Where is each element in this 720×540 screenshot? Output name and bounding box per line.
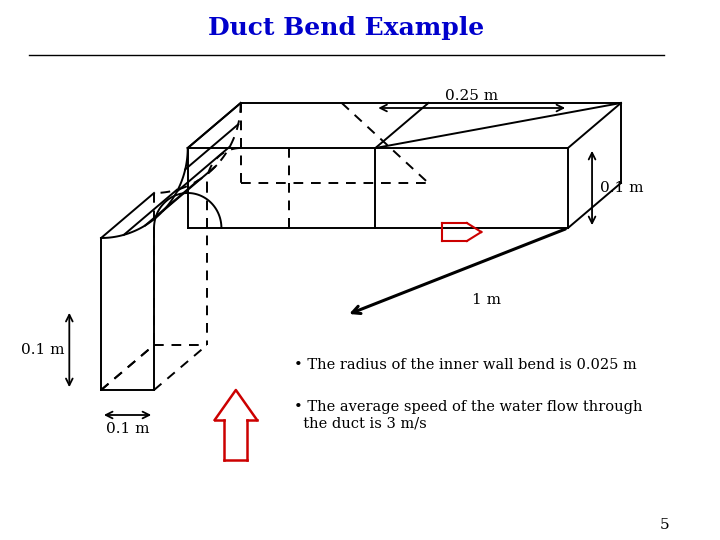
Text: 0.1 m: 0.1 m bbox=[600, 181, 643, 195]
Text: 0.25 m: 0.25 m bbox=[445, 89, 498, 103]
Text: • The average speed of the water flow through
  the duct is 3 m/s: • The average speed of the water flow th… bbox=[294, 400, 642, 430]
Text: 1 m: 1 m bbox=[472, 293, 500, 307]
Text: 0.1 m: 0.1 m bbox=[21, 343, 65, 357]
Text: 0.1 m: 0.1 m bbox=[106, 422, 149, 436]
Text: Duct Bend Example: Duct Bend Example bbox=[208, 16, 485, 40]
Text: • The radius of the inner wall bend is 0.025 m: • The radius of the inner wall bend is 0… bbox=[294, 358, 636, 372]
Text: 5: 5 bbox=[660, 518, 669, 532]
